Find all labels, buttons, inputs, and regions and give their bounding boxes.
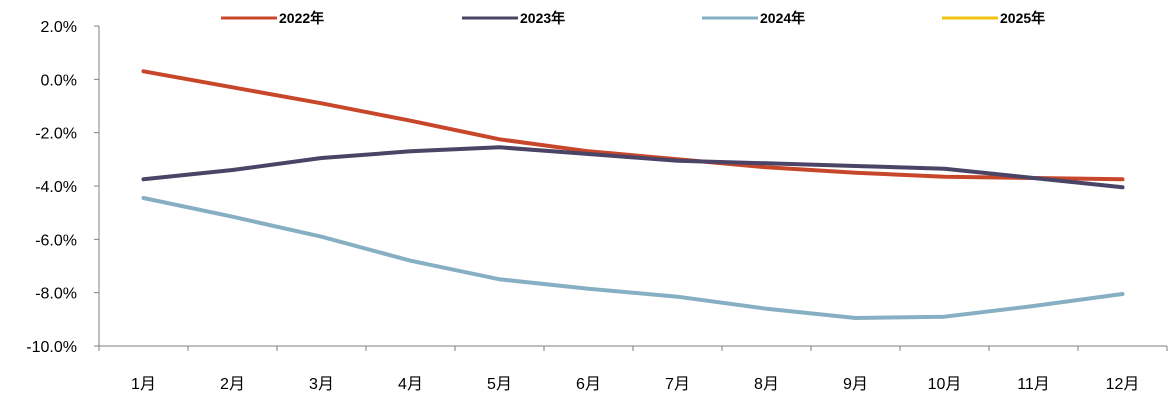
x-tick-label: 8月: [754, 376, 779, 393]
series-line-2023年: [141, 145, 1125, 190]
y-tick-label: -6.0%: [35, 232, 77, 249]
legend-label: 2022年: [279, 10, 324, 26]
x-tick-label: 11月: [1017, 376, 1050, 393]
y-tick-label: -4.0%: [35, 179, 77, 196]
x-tick-label: 4月: [398, 376, 423, 393]
x-tick-label: 5月: [487, 376, 512, 393]
x-tick-label: 9月: [843, 376, 868, 393]
series-line-2024年: [141, 196, 1125, 320]
x-tick-label: 10月: [928, 376, 962, 393]
x-tick-label: 12月: [1106, 376, 1140, 393]
y-tick-label: -2.0%: [35, 126, 77, 143]
legend-label: 2025年: [1000, 10, 1045, 26]
x-tick-label: 6月: [576, 376, 601, 393]
legend-label: 2023年: [520, 10, 565, 26]
x-tick-label: 3月: [309, 376, 334, 393]
legend-label: 2024年: [760, 10, 805, 26]
x-tick-label: 1月: [131, 376, 156, 393]
y-tick-label: -10.0%: [26, 339, 77, 356]
y-tick-label: 0.0%: [41, 72, 77, 89]
y-tick-label: 2.0%: [41, 19, 77, 36]
x-tick-label: 7月: [665, 376, 690, 393]
x-tick-label: 2月: [220, 376, 245, 393]
y-tick-label: -8.0%: [35, 286, 77, 303]
series-line-2022年: [141, 69, 1125, 182]
